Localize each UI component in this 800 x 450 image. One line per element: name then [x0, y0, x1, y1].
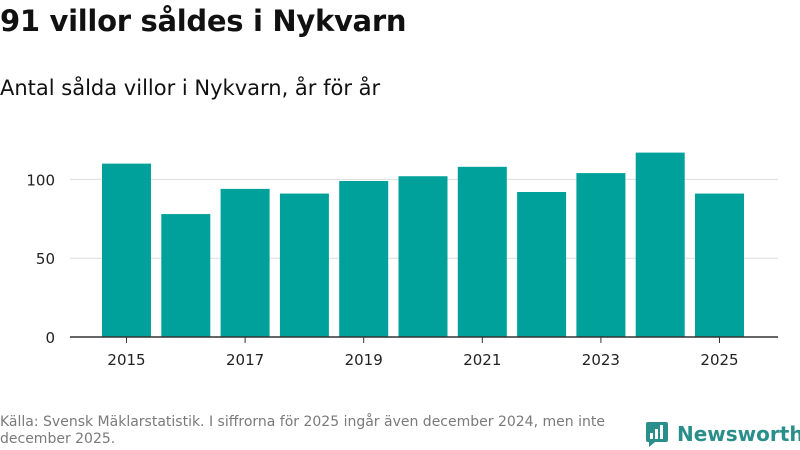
bar-2015 — [102, 163, 151, 337]
x-tick-label-2017: 2017 — [226, 351, 264, 369]
x-tick-label-2023: 2023 — [582, 351, 620, 369]
newsworthy-logo-text: Newsworthy — [677, 422, 800, 446]
y-tick-label-50: 50 — [36, 250, 55, 268]
source-note: Källa: Svensk Mäklarstatistik. I siffror… — [0, 414, 605, 447]
newsworthy-logo[interactable]: Newsworthy — [645, 419, 800, 449]
x-tick-label-2019: 2019 — [345, 351, 383, 369]
bar-2022 — [517, 192, 567, 337]
bar-2021 — [457, 166, 507, 337]
bar-2019 — [339, 180, 389, 337]
x-tick-label-2015: 2015 — [107, 351, 145, 369]
newsworthy-logo-icon — [646, 422, 668, 447]
bar-2018 — [279, 193, 329, 337]
x-tick-label-2021: 2021 — [463, 351, 501, 369]
bar-2025 — [695, 193, 744, 337]
y-tick-label-100: 100 — [26, 171, 55, 189]
bar-2016 — [161, 214, 211, 337]
bar-2017 — [220, 188, 270, 337]
chart-title: 91 villor såldes i Nykvarn — [0, 4, 407, 38]
y-tick-label-0: 0 — [45, 329, 55, 347]
bar-2024 — [635, 152, 685, 337]
chart-subtitle: Antal sålda villor i Nykvarn, år för år — [0, 76, 381, 100]
bar-2020 — [398, 176, 448, 337]
x-tick-label-2025: 2025 — [700, 351, 738, 369]
bar-2023 — [576, 173, 626, 337]
bar-chart: 0 50 100 2015 2017 2019 2021 2023 2025 — [26, 152, 778, 369]
